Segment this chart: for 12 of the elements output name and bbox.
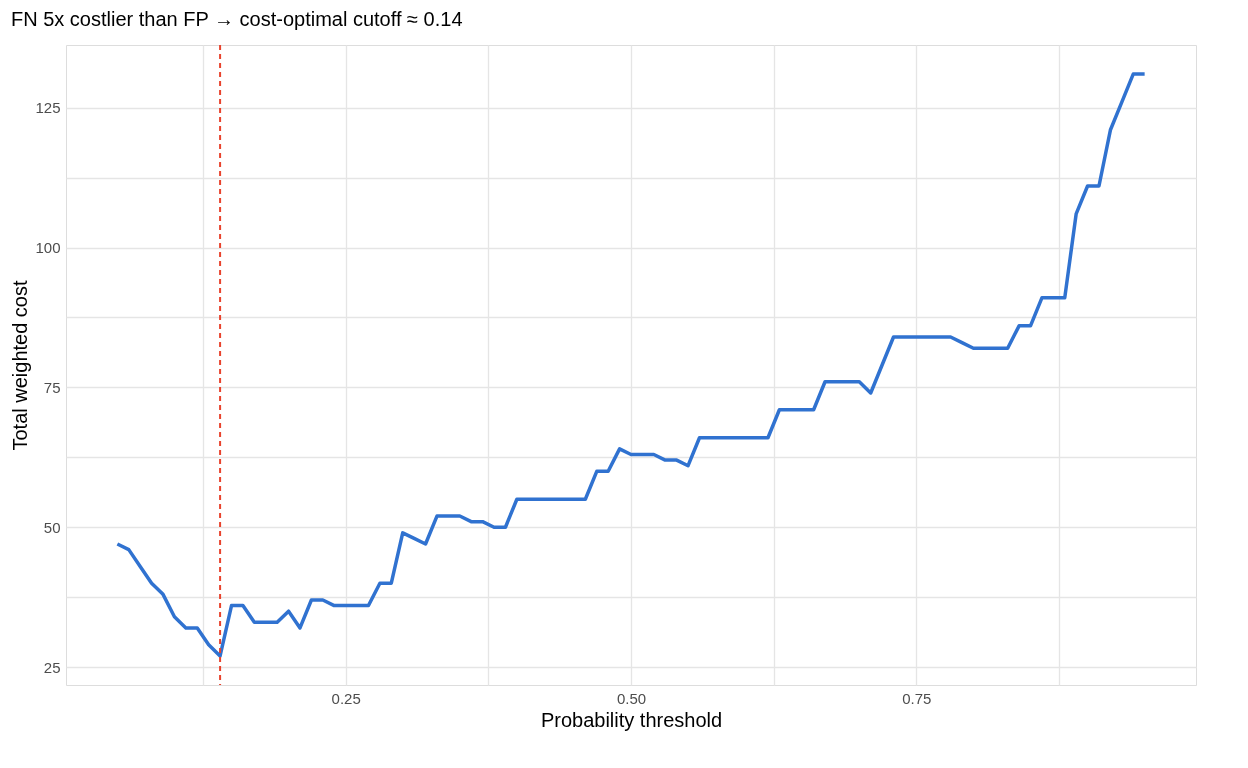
- x-tick-label: 0.25: [331, 689, 361, 707]
- chart-title: FN 5x costlier than FP → cost-optimal cutoff ≈ 0.14: [10, 8, 463, 30]
- y-tick-label: 50: [43, 518, 61, 536]
- x-axis-title: Probability threshold: [540, 708, 723, 731]
- y-axis-title: Total weighted cost: [9, 280, 32, 451]
- y-tick-label: 125: [35, 99, 61, 117]
- y-tick-label: 75: [43, 378, 61, 396]
- y-tick-label: 25: [43, 658, 61, 676]
- line-series: [115, 72, 1147, 658]
- y-tick-label: 100: [35, 239, 61, 257]
- x-tick-label: 0.50: [616, 689, 647, 707]
- x-tick-label: 0.75: [902, 689, 932, 707]
